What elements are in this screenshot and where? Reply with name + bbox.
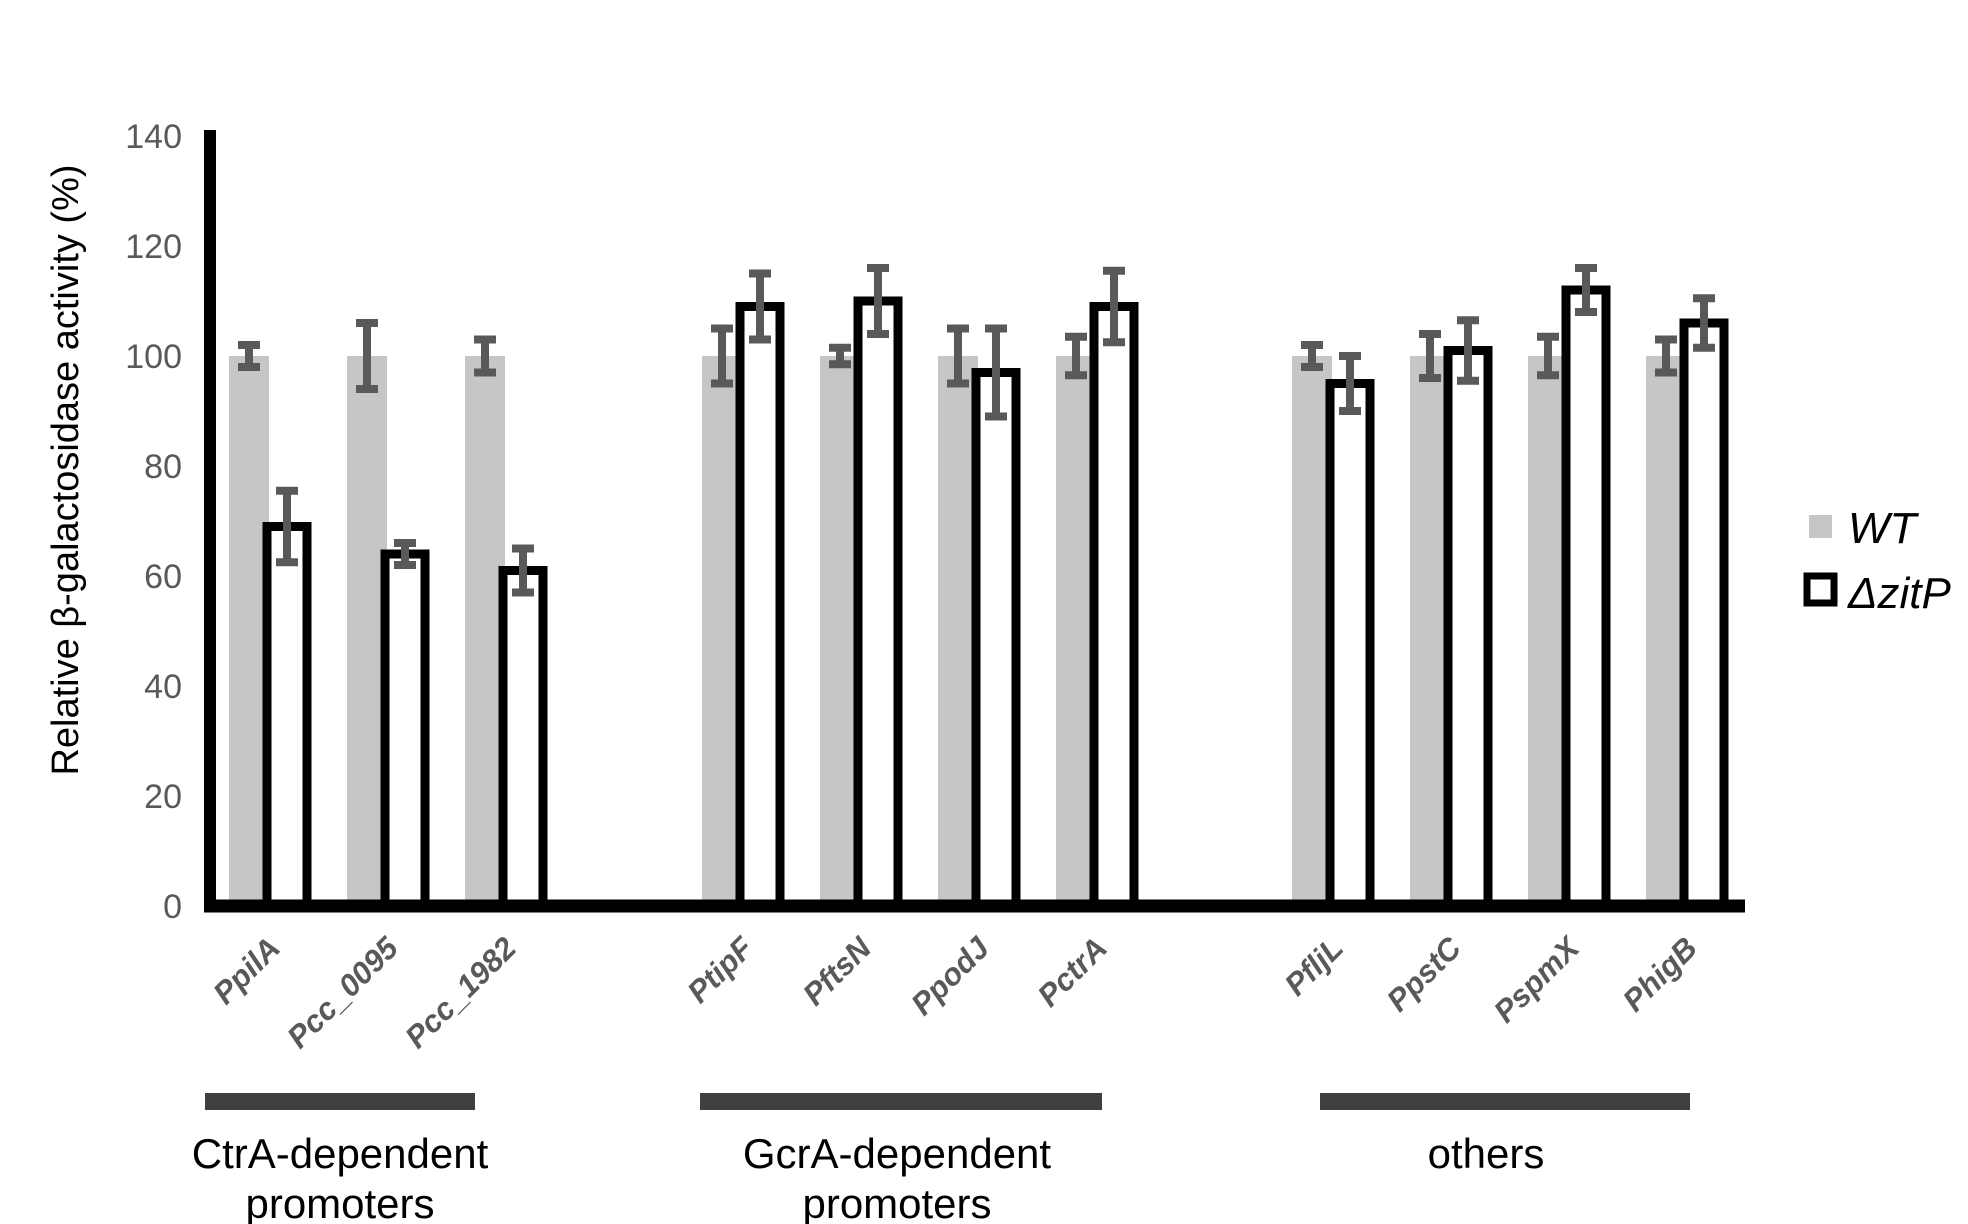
legend-swatch-wt [1809,515,1832,538]
x-label-PspmX: PspmX [1487,929,1588,1030]
zitp-bar-Pcc_1982 [498,566,548,911]
y-tick-label-140: 140 [125,118,182,156]
wt-bar-PpilA [229,356,269,906]
group-label-0-line-1: promoters [245,1180,434,1224]
x-label-Pcc_0095: Pcc_0095 [280,930,405,1055]
group-label-0-line-0: CtrA-dependent [192,1130,489,1177]
x-label-PctrA: PctrA [1031,930,1114,1013]
zitp-bar-PtipF [735,302,785,911]
zitp-bar-Pcc_0095 [380,549,430,911]
group-underline-2 [1320,1093,1690,1110]
y-tick-label-80: 80 [144,448,182,486]
zitp-bar-PftsN [853,296,903,911]
zitp-bar-PspmX [1561,285,1611,911]
group-underline-0 [205,1093,475,1110]
legend-label-zitp: ΔzitP [1847,569,1952,618]
wt-bar-Pcc_0095 [347,356,387,906]
wt-bar-PpodJ [938,356,978,906]
x-label-PhigB: PhigB [1616,930,1704,1018]
wt-bar-PftsN [820,356,860,906]
group-label-1-line-1: promoters [802,1180,991,1224]
x-label-PpodJ: PpodJ [904,930,996,1022]
y-axis-title: Relative β-galactosidase activity (%) [45,164,87,775]
group-underline-1 [700,1093,1102,1110]
group-label-2-line-0: others [1428,1130,1545,1177]
wt-bar-PtipF [702,356,742,906]
zitp-bar-PpilA [262,522,312,911]
group-label-1-line-0: GcrA-dependent [743,1130,1052,1177]
y-tick-label-20: 20 [144,778,182,816]
wt-bar-PpstC [1410,356,1450,906]
wt-bar-PhigB [1646,356,1686,906]
zitp-bar-PpodJ [971,368,1021,911]
x-label-PfljL: PfljL [1278,930,1350,1002]
zitp-bar-PctrA [1089,302,1139,911]
wt-bar-PctrA [1056,356,1096,906]
y-tick-label-100: 100 [125,338,182,376]
y-tick-label-60: 60 [144,558,182,596]
zitp-bar-PfljL [1325,379,1375,911]
x-label-PftsN: PftsN [796,930,878,1012]
x-label-PtipF: PtipF [680,929,760,1009]
y-tick-label-0: 0 [163,888,182,926]
legend-swatch-zitp [1803,572,1838,607]
wt-bar-Pcc_1982 [465,356,505,906]
x-label-PpilA: PpilA [206,930,287,1011]
zitp-bar-PhigB [1679,318,1729,911]
y-tick-label-120: 120 [125,228,182,266]
legend-label-wt: WT [1848,504,1920,553]
x-label-PpstC: PpstC [1380,930,1469,1019]
wt-bar-PfljL [1292,356,1332,906]
wt-bar-PspmX [1528,356,1568,906]
x-label-Pcc_1982: Pcc_1982 [398,930,523,1055]
zitp-bar-PpstC [1443,346,1493,911]
y-tick-label-40: 40 [144,668,182,706]
